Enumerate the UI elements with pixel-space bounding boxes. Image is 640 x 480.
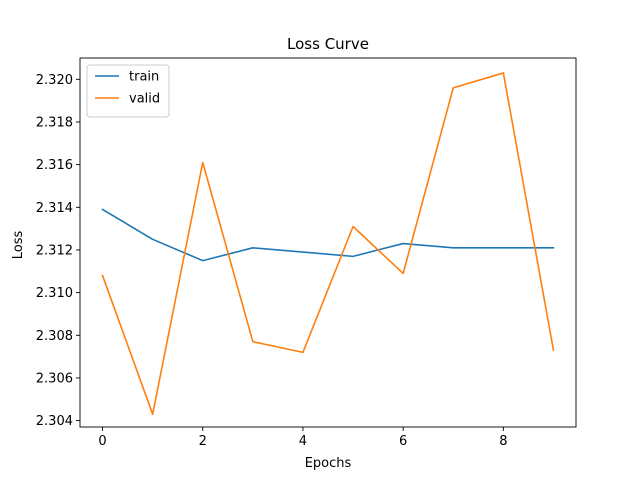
plot-frame (79, 57, 577, 428)
y-tick-label: 2.320 (36, 73, 73, 88)
y-axis-label: Loss (11, 231, 26, 260)
y-tick-label: 2.304 (36, 414, 73, 429)
y-tick-label: 2.314 (36, 201, 73, 216)
plot-area: 0 2 4 6 8 2.304 2.306 2.308 2.310 2.312 2.314 2.316… (36, 57, 577, 449)
series-line-train (101, 208, 555, 262)
y-tick-label: 2.318 (36, 115, 73, 130)
chart-title: Loss Curve (287, 35, 369, 53)
legend-box (86, 64, 170, 118)
legend: train valid (86, 64, 170, 118)
x-tick-label: 8 (499, 434, 507, 449)
x-tick-label: 6 (399, 434, 407, 449)
y-tick-label: 2.310 (36, 286, 73, 301)
legend-label-valid: valid (129, 92, 160, 107)
y-tick-label: 2.306 (36, 371, 73, 386)
x-tick-label: 0 (98, 434, 106, 449)
legend-label-train: train (129, 70, 159, 85)
x-axis-label: Epochs (305, 456, 352, 471)
x-tick-label: 2 (199, 434, 207, 449)
x-tick-label: 4 (299, 434, 307, 449)
series-line-valid (101, 72, 555, 416)
y-tick-label: 2.316 (36, 158, 73, 173)
y-tick-label: 2.312 (36, 243, 73, 258)
y-tick-label: 2.308 (36, 329, 73, 344)
